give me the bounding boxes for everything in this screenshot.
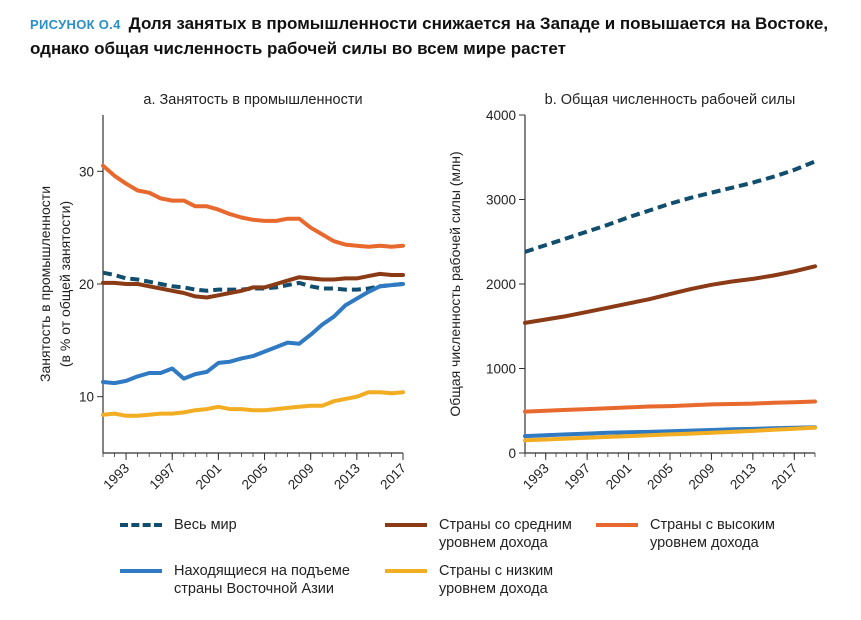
panel-a-x-tick-label: 2001 <box>193 461 225 493</box>
panel-a-y-label-line: Занятость в промышленности <box>37 186 53 382</box>
panel-b-series-world <box>524 159 816 254</box>
panel-b-y-tick-label: 4000 <box>486 108 516 123</box>
panel-a-x-tick-label: 2013 <box>331 461 363 493</box>
panel-b-y-tick-label: 1000 <box>486 362 516 377</box>
figure-label: РИСУНОК О.4 <box>30 17 121 32</box>
panel-b-x-tick-label: 2009 <box>686 461 718 493</box>
panel-a-y-label-line: (в % от общей занятости) <box>57 201 73 367</box>
panel-a-y-tick-label: 20 <box>79 277 94 292</box>
figure-title: Доля занятых в промышленности снижается … <box>30 14 829 58</box>
panel-a-series-high <box>101 163 405 249</box>
panel-a-x-tick-label: 2017 <box>377 461 409 493</box>
panel-a-x-tick-label: 1993 <box>100 461 132 493</box>
panel-b-x-tick-label: 2001 <box>603 461 635 493</box>
panel-a-series-low <box>101 390 405 418</box>
panel-b-series-low <box>523 425 817 443</box>
panel-b-x-tick-label: 2005 <box>644 461 676 493</box>
figure-title-block: РИСУНОК О.4 Доля занятых в промышленности… <box>30 12 830 61</box>
panel-b-y-label: Общая численность рабочей силы (млн) <box>447 151 463 416</box>
panel-a-x-tick-label: 2009 <box>285 461 317 493</box>
panel-b-y-tick-label: 2000 <box>486 277 516 292</box>
panel-b-x-tick-label: 1993 <box>520 461 552 493</box>
panel-a-x-tick-label: 1997 <box>146 461 178 493</box>
panel-b-y-tick-label: 0 <box>508 446 516 461</box>
panel-b-series-middle <box>523 264 817 325</box>
panel-b-x-tick-label: 2017 <box>769 461 801 493</box>
panel-b-x-tick-label: 2013 <box>727 461 759 493</box>
panel-a-y-tick-label: 10 <box>79 390 94 405</box>
figure-header: РИСУНОК О.4 Доля занятых в промышленности… <box>30 12 830 61</box>
panel-a-y-tick-label: 30 <box>79 164 94 179</box>
panel-a-title: а. Занятость в промышленности <box>143 92 362 108</box>
panel-a-x-tick-label: 2005 <box>239 461 271 493</box>
panel-a-series-middle <box>101 271 405 300</box>
panel-a-series-east-asia <box>101 282 405 386</box>
panel-b-x-tick-label: 1997 <box>561 461 593 493</box>
panel-b-y-tick-label: 3000 <box>486 193 516 208</box>
panel-a-series-world <box>102 270 404 293</box>
panel-b-series-high <box>523 399 817 414</box>
panel-b-title: b. Общая численность рабочей силы <box>545 92 796 108</box>
